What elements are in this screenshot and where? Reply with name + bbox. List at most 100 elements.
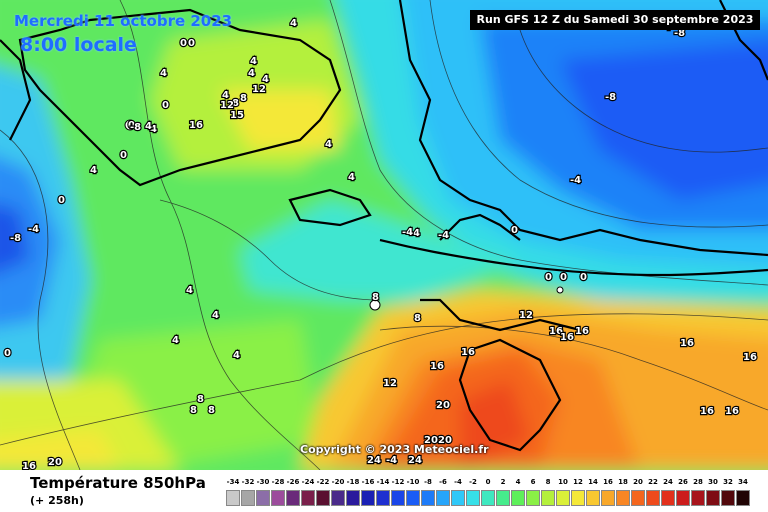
legend-color-swatch <box>451 490 465 506</box>
isotherm-label: 0 <box>560 272 567 283</box>
legend-value-label: 20 <box>633 478 643 486</box>
isotherm-label: 16 <box>549 326 563 337</box>
isotherm-label: 4 <box>290 18 297 29</box>
legend-value-label: 12 <box>573 478 583 486</box>
legend-value-label: 18 <box>618 478 628 486</box>
isotherm-label: 4 <box>262 74 269 85</box>
isotherm-label: 12 <box>252 84 266 95</box>
isotherm-label: 4 <box>413 228 420 239</box>
isotherm-label: -4 <box>570 175 581 186</box>
isotherm-label: 8 <box>197 394 204 405</box>
isotherm-label: 8 <box>190 405 197 416</box>
isotherm-label: 12 <box>519 310 533 321</box>
isotherm-label: 0 <box>545 272 552 283</box>
isotherm-label: 16 <box>430 361 444 372</box>
legend-color-swatch <box>736 490 750 506</box>
isotherm-label: -8 <box>605 92 616 103</box>
legend-color-swatch <box>271 490 285 506</box>
legend-value-label: -24 <box>301 478 315 486</box>
legend-value-label: -4 <box>454 478 462 486</box>
legend-color-swatch <box>496 490 510 506</box>
legend-color-swatch <box>481 490 495 506</box>
valid-date: Mercredi 11 octobre 2023 <box>14 12 233 30</box>
legend-color-swatch <box>511 490 525 506</box>
valid-time: 8:00 locale <box>20 34 137 56</box>
isotherm-label: 4 <box>348 172 355 183</box>
isotherm-label: 0 <box>128 120 135 131</box>
legend-value-label: 30 <box>708 478 718 486</box>
isotherm-label: 20 <box>424 435 438 446</box>
isotherm-label: 0 <box>180 38 187 49</box>
isotherm-label: 16 <box>700 406 714 417</box>
isotherm-label: 0 <box>162 100 169 111</box>
legend-color-swatch <box>376 490 390 506</box>
legend-color-swatch <box>331 490 345 506</box>
legend-value-label: -2 <box>469 478 477 486</box>
legend-value-label: -30 <box>256 478 270 486</box>
isotherm-label: 0 <box>4 348 11 359</box>
legend-color-swatch <box>541 490 555 506</box>
isotherm-label: 16 <box>461 347 475 358</box>
isotherm-label: 0 <box>580 272 587 283</box>
legend-color-swatch <box>406 490 420 506</box>
isotherm-label: 12 <box>220 100 234 111</box>
isotherm-label: 20 <box>436 400 450 411</box>
color-legend: -34 -32 -30 -28 -26 -24 -22 -20 -18 -16 -14 -12 -10-… <box>226 478 752 508</box>
isotherm-label: 16 <box>189 120 203 131</box>
legend-value-label: 24 <box>663 478 673 486</box>
legend-color-swatch <box>301 490 315 506</box>
legend-value-label: 16 <box>603 478 613 486</box>
legend-color-swatch <box>661 490 675 506</box>
isotherm-label: -8 <box>130 122 141 133</box>
legend-color-swatch <box>691 490 705 506</box>
isotherm-label: 8 <box>208 405 215 416</box>
legend-value-label: -20 <box>331 478 345 486</box>
isotherm-label: 8 <box>372 292 379 303</box>
legend-color-swatch <box>526 490 540 506</box>
legend-value-label: -14 <box>376 478 390 486</box>
isotherm-label: 4 <box>325 139 332 150</box>
isotherm-label: 4 <box>160 68 167 79</box>
legend-color-swatch <box>586 490 600 506</box>
islands <box>124 119 564 311</box>
legend-color-swatch <box>616 490 630 506</box>
isotherm-label: 4 <box>145 121 152 132</box>
legend-value-label: -26 <box>286 478 300 486</box>
isotherm-label: 16 <box>680 338 694 349</box>
isotherm-lines <box>0 0 768 470</box>
isotherm-label: 0 <box>120 150 127 161</box>
legend-color-swatch <box>706 490 720 506</box>
legend-color-swatch <box>241 490 255 506</box>
legend-value-label: -10 <box>406 478 420 486</box>
legend-color-swatch <box>556 490 570 506</box>
isotherm-label: 16 <box>575 326 589 337</box>
coastlines <box>0 0 768 452</box>
legend-value-label: 26 <box>678 478 688 486</box>
isotherm-label: -4 <box>28 224 39 235</box>
legend-color-swatch <box>436 490 450 506</box>
isotherm-label: 4 <box>250 56 257 67</box>
legend-value-label: 0 <box>485 478 491 486</box>
legend-color-swatch <box>421 490 435 506</box>
legend-color-swatch <box>646 490 660 506</box>
isotherm-label: -4 <box>386 455 397 466</box>
legend-color-swatch <box>346 490 360 506</box>
copyright-notice: Copyright © 2023 Meteociel.fr <box>300 443 489 456</box>
legend-value-label: 6 <box>530 478 536 486</box>
legend-color-swatch <box>256 490 270 506</box>
legend-color-swatch <box>226 490 240 506</box>
isotherm-label: 16 <box>560 332 574 343</box>
isotherm-label: 20 <box>438 435 452 446</box>
map-title: Température 850hPa <box>30 474 206 492</box>
map-svg: 4 4 4 4 4 4 4 4 4 4 4 4 4 4 4 4 0 0 0 0 … <box>0 0 768 470</box>
isotherm-label: 8 <box>414 313 421 324</box>
isotherm-label: 4 <box>222 90 229 101</box>
isotherm-label: 15 <box>230 110 244 121</box>
legend-color-swatch <box>601 490 615 506</box>
legend-value-label: 10 <box>558 478 568 486</box>
legend-value-label: 8 <box>545 478 551 486</box>
isotherm-label: 4 <box>248 68 255 79</box>
isotherm-label: 8 <box>232 98 239 109</box>
legend-value-label: 2 <box>500 478 506 486</box>
legend-color-swatch <box>286 490 300 506</box>
